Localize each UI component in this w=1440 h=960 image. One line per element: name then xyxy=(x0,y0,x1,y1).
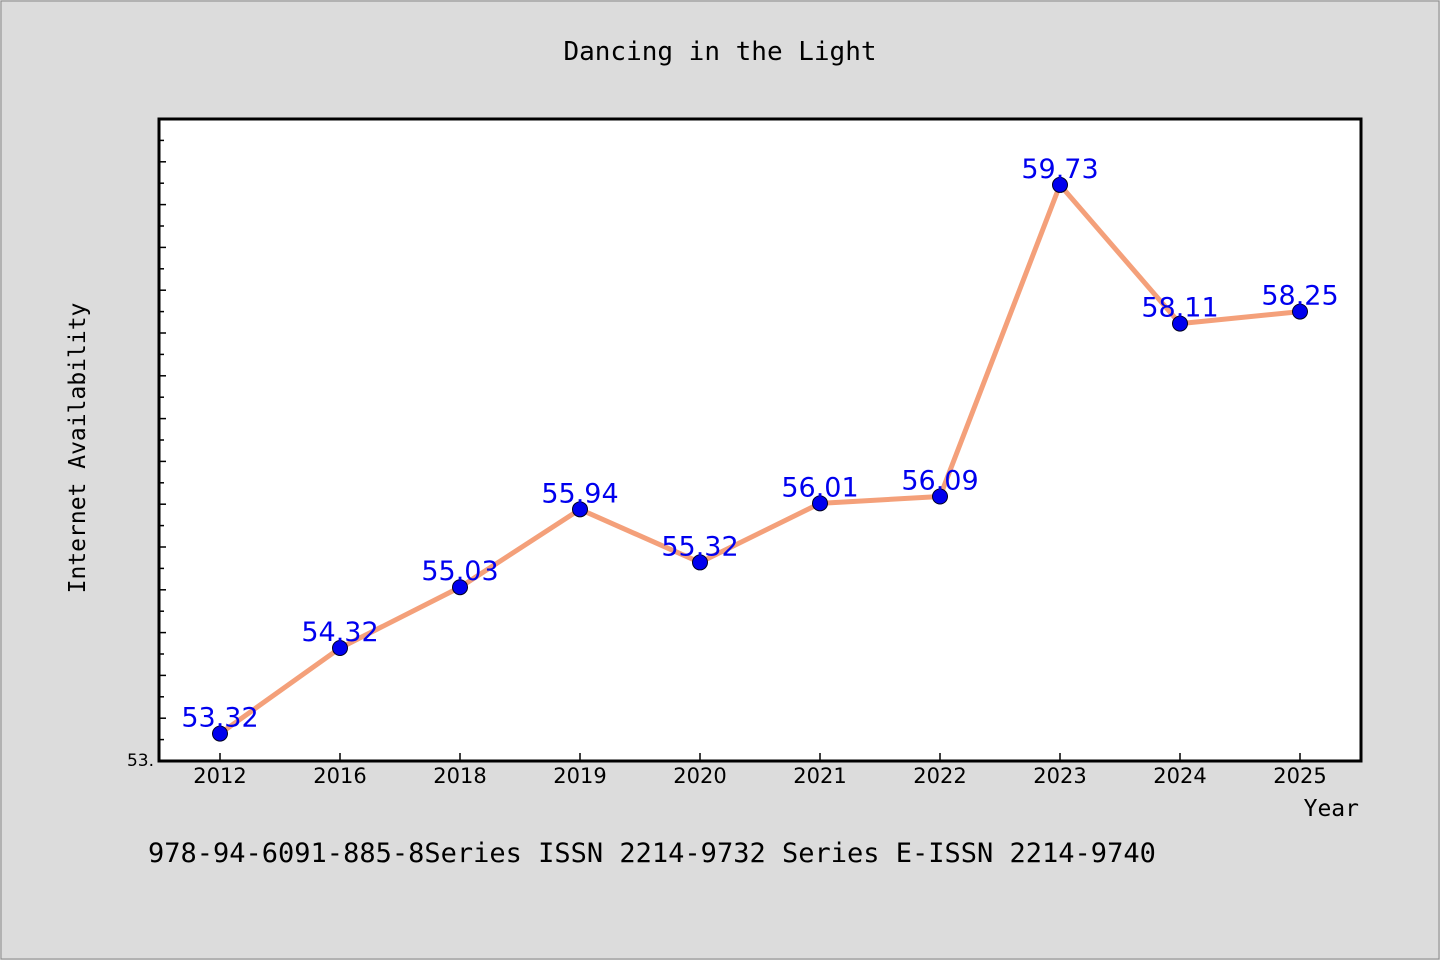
series-markers xyxy=(212,176,1308,742)
x-tick-label: 2018 xyxy=(433,764,486,788)
x-tick-label: 2022 xyxy=(913,764,966,788)
data-point xyxy=(572,501,588,518)
chart-title: Dancing in the Light xyxy=(563,37,876,67)
y-axis-label: Internet Availability xyxy=(65,303,91,594)
data-labels: 53.32 54.32 55.03 55.94 55.32 56.01 56.09 59.73… xyxy=(181,154,1338,734)
x-axis-tick-labels: 2012 2016 2018 2019 2020 2021 2022 2023 2024 2025 xyxy=(193,764,1326,788)
data-label: 59.73 xyxy=(1021,154,1098,185)
x-axis-label: Year xyxy=(1304,796,1359,822)
x-tick-label: 2023 xyxy=(1033,764,1086,788)
data-label: 55.32 xyxy=(661,531,738,562)
data-point xyxy=(932,488,948,505)
data-point xyxy=(1172,315,1188,332)
x-tick-label: 2019 xyxy=(553,764,606,788)
data-label: 53.32 xyxy=(181,703,258,734)
data-label: 58.11 xyxy=(1141,293,1218,324)
plot-area xyxy=(157,117,1363,763)
data-point xyxy=(1052,176,1068,193)
x-tick-label: 2021 xyxy=(793,764,846,788)
x-tick-label: 2020 xyxy=(673,764,726,788)
data-point xyxy=(332,640,348,657)
data-label: 58.25 xyxy=(1261,281,1338,312)
data-point xyxy=(452,579,468,596)
data-label: 55.94 xyxy=(541,478,618,509)
y-axis-ticks xyxy=(159,139,166,741)
series-polyline xyxy=(217,182,1303,737)
x-tick-label: 2025 xyxy=(1273,764,1326,788)
data-point xyxy=(692,554,708,571)
x-tick-label: 2012 xyxy=(193,764,246,788)
x-tick-label: 2016 xyxy=(313,764,366,788)
series-line xyxy=(217,182,1303,737)
data-label: 55.03 xyxy=(421,556,498,587)
footer-text: 978-94-6091-885-8Series ISSN 2214-9732 S… xyxy=(148,838,1156,869)
data-label: 56.09 xyxy=(901,465,978,496)
y-tick-label: 53. xyxy=(127,751,154,771)
data-point xyxy=(812,495,828,512)
data-label: 56.01 xyxy=(781,472,858,503)
x-axis-ticks xyxy=(219,753,1301,761)
data-label: 54.32 xyxy=(301,617,378,648)
data-point xyxy=(1292,303,1308,320)
x-tick-label: 2024 xyxy=(1153,764,1206,788)
data-point xyxy=(212,725,228,742)
